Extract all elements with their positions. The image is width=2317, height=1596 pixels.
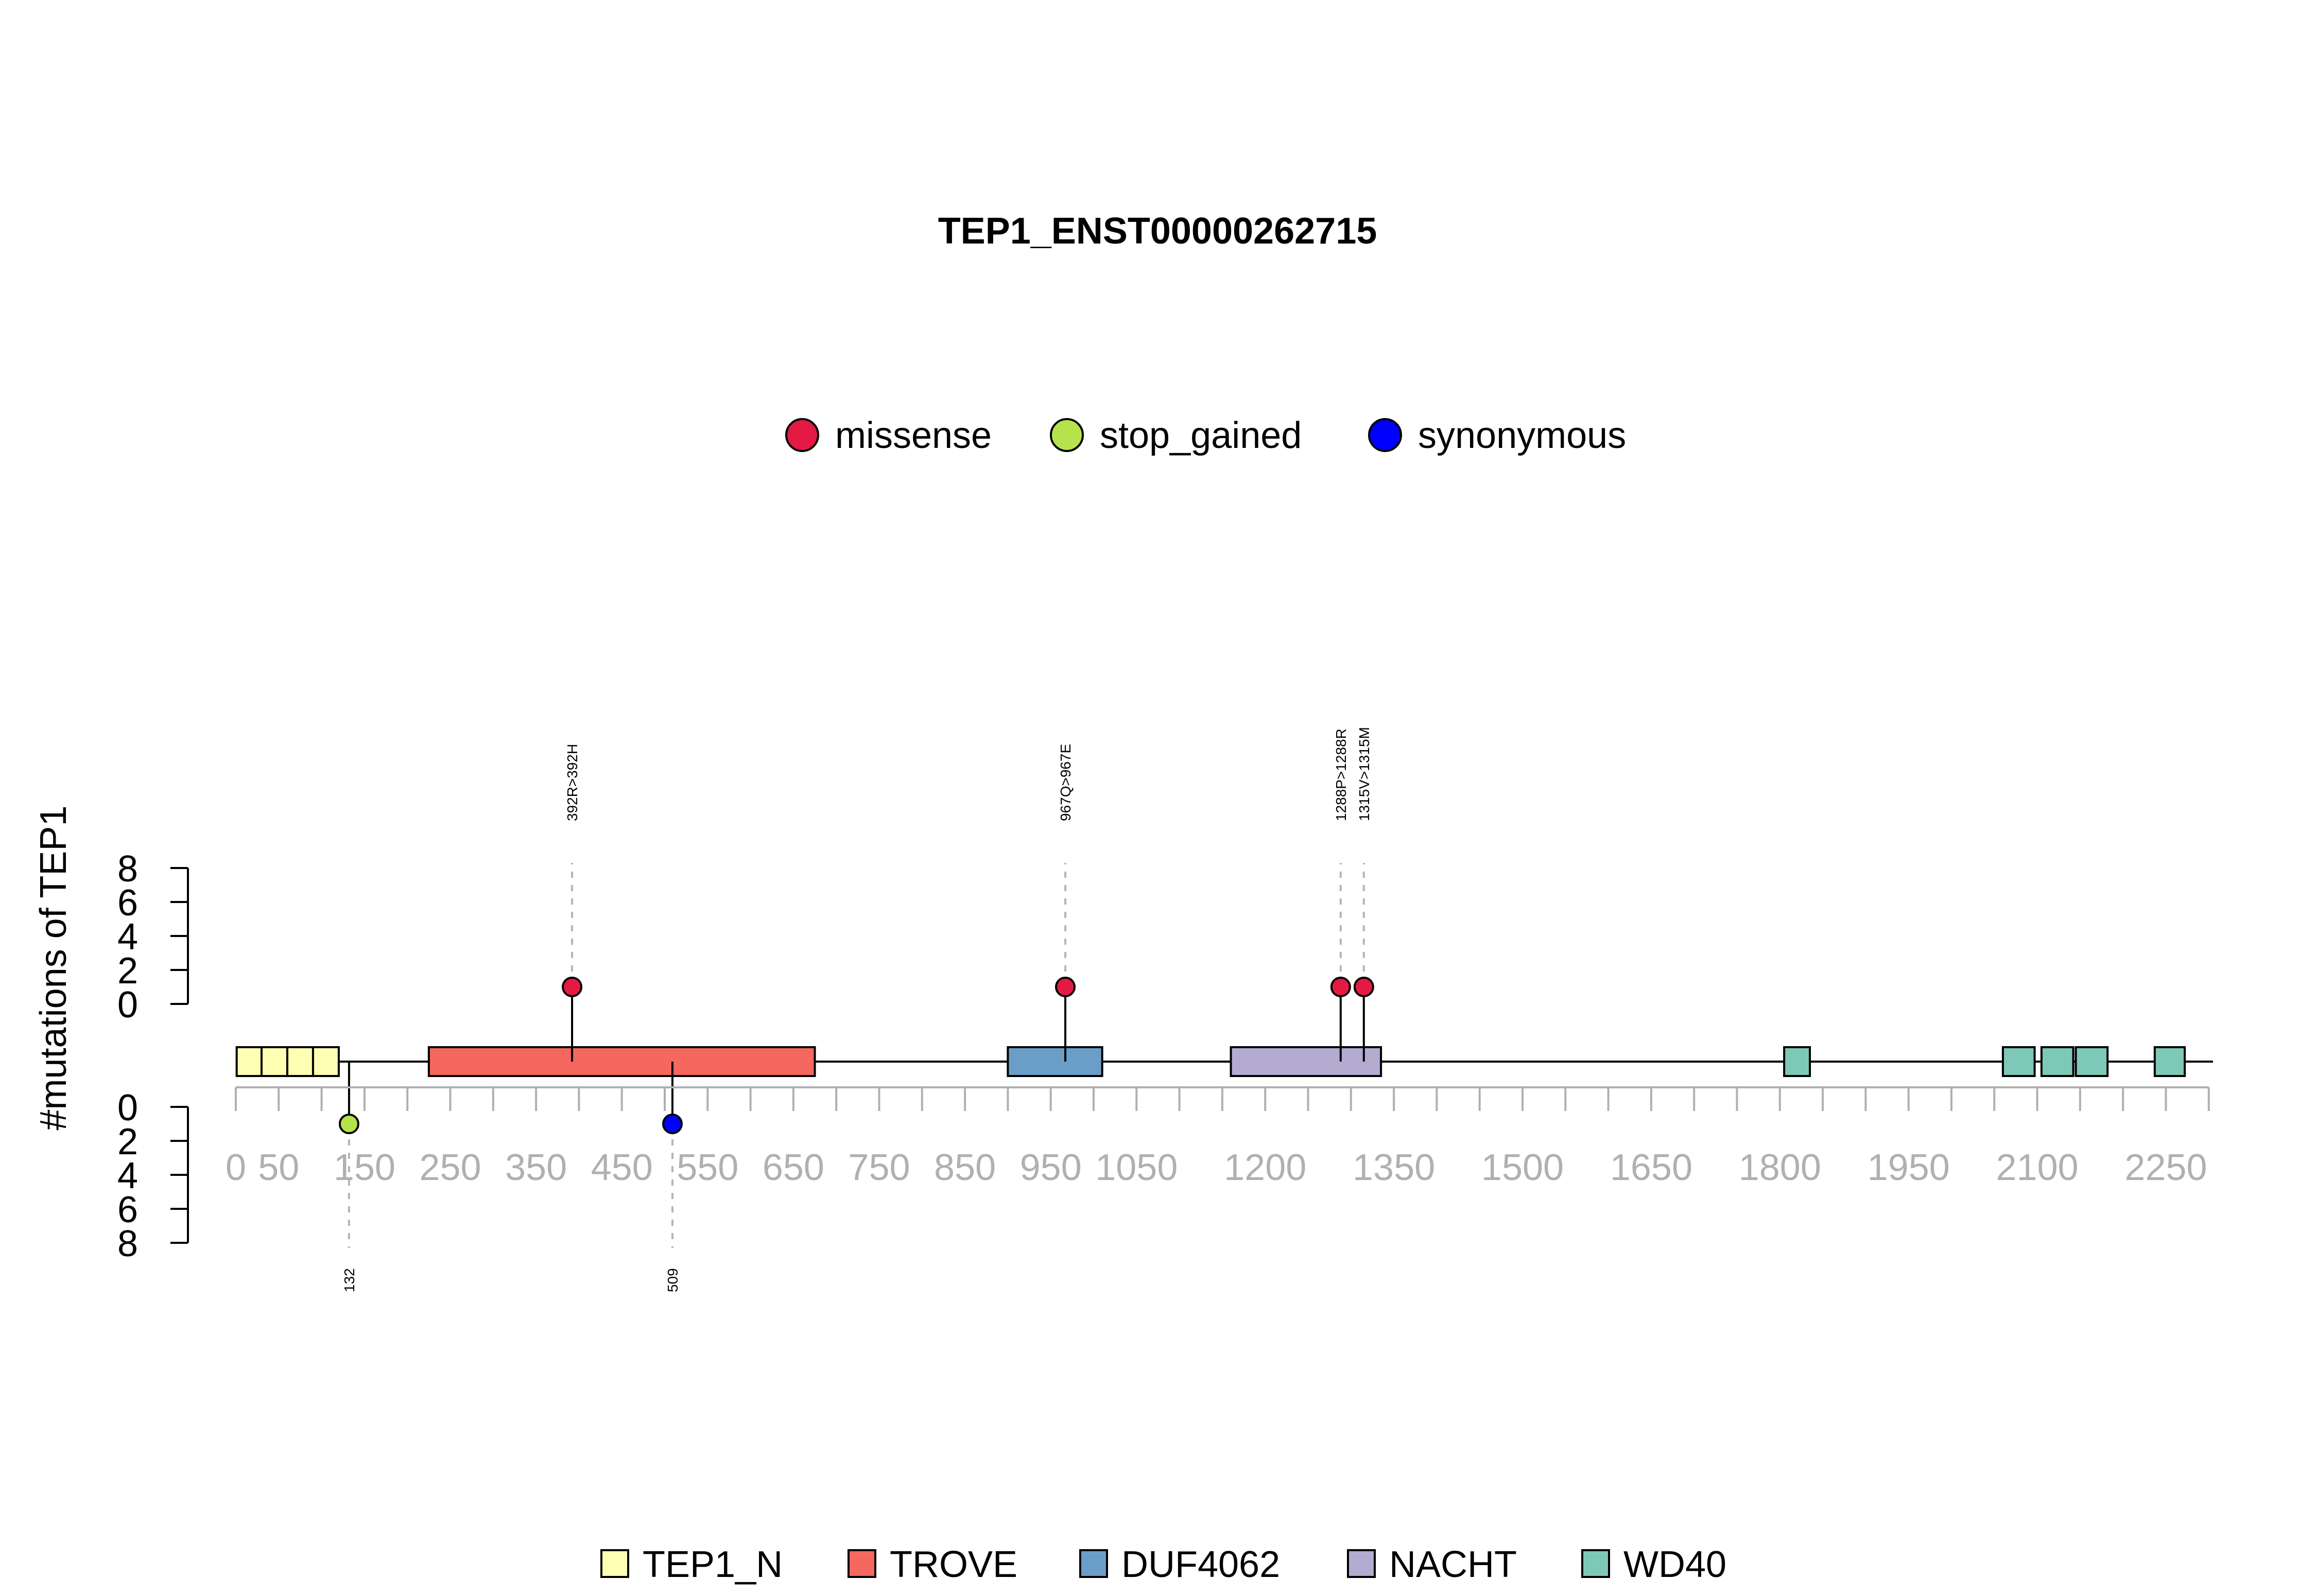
mutation-label: 1288P>1288R [1333, 728, 1349, 821]
x-tick-label: 450 [591, 1147, 653, 1188]
x-tick-label: 650 [763, 1147, 824, 1188]
domain-duf4062 [1007, 1046, 1103, 1077]
domain-wd40 [2153, 1046, 2186, 1077]
x-tick-label: 1650 [1610, 1147, 1692, 1188]
legend-label-nacht: NACHT [1389, 1544, 1517, 1585]
mutation-label: 509 [665, 1268, 681, 1292]
y-tick-label-bottom: 4 [117, 1155, 138, 1196]
legend-swatch-wd40 [1581, 1549, 1610, 1578]
legend-label-tep1-n: TEP1_N [643, 1544, 783, 1585]
legend-label-trove: TROVE [890, 1544, 1017, 1585]
mutation-label: 967Q>967E [1058, 744, 1074, 821]
y-tick-label-bottom: 6 [117, 1189, 138, 1230]
chart-title: TEP1_ENST00000262715 [938, 211, 1377, 252]
y-axis-label: #mutations of TEP1 [33, 805, 74, 1130]
x-tick-label: 0 [226, 1147, 246, 1188]
domain-wd40 [2074, 1046, 2109, 1077]
x-tick-label: 1950 [1868, 1147, 1950, 1188]
domain-legend: TEP1_N TROVE DUF4062 NACHT WD40 [600, 1544, 1726, 1585]
legend-swatch-trove [848, 1549, 876, 1578]
legend-label-duf4062: DUF4062 [1121, 1544, 1280, 1585]
mutation-point-missense [1330, 977, 1351, 997]
y-tick-label-top: 6 [117, 882, 138, 924]
x-tick-label: 250 [419, 1147, 481, 1188]
mutation-label: 132 [341, 1268, 357, 1292]
x-tick-label: 2250 [2124, 1147, 2207, 1188]
mutations-group: 392R>392H 967Q>967E 1288P>1288R 1315V>1315M… [338, 727, 1374, 1292]
mutation-point-missense [562, 977, 583, 997]
x-tick-label: 1050 [1095, 1147, 1178, 1188]
y-tick-label-top: 8 [117, 848, 138, 890]
y-tick-label-top: 0 [117, 984, 138, 1026]
y-tick-label-bottom: 0 [117, 1087, 138, 1129]
domain-trove [427, 1046, 816, 1077]
legend-dot-synonymous [1368, 418, 1402, 452]
legend-label-missense: missense [835, 415, 992, 456]
domain-wd40 [2001, 1046, 2036, 1077]
legend-dot-missense [785, 418, 819, 452]
x-tick-label: 1350 [1353, 1147, 1435, 1188]
mutation-point-missense [1353, 977, 1374, 997]
legend-label-stop-gained: stop_gained [1100, 415, 1302, 456]
legend-label-wd40: WD40 [1623, 1544, 1726, 1585]
mutation-label: 392R>392H [564, 744, 580, 821]
domain-nacht [1230, 1046, 1382, 1077]
x-tick-label: 850 [934, 1147, 996, 1188]
legend-swatch-tep1-n [600, 1549, 629, 1578]
y-tick-label-top: 2 [117, 950, 138, 992]
domain-wd40 [1783, 1046, 1811, 1077]
x-tick-label: 150 [334, 1147, 395, 1188]
legend-label-synonymous: synonymous [1418, 415, 1626, 456]
x-tick-label: 2100 [1996, 1147, 2079, 1188]
mutation-label: 1315V>1315M [1356, 727, 1372, 821]
x-axis: 0 50 150 250 350 450 550 650 750 850 950 1050 1200 13… [226, 1086, 2210, 1188]
mutation-point-missense [1055, 977, 1076, 997]
legend-dot-stop-gained [1050, 418, 1084, 452]
mutation-type-legend: missense stop_gained synonymous [785, 415, 1626, 456]
protein-domains [235, 1046, 2186, 1077]
x-tick-label: 50 [258, 1147, 299, 1188]
domain-tep1-n [235, 1046, 263, 1077]
y-tick-label-bottom: 8 [117, 1223, 138, 1264]
mutation-point-synonymous [662, 1114, 683, 1134]
legend-swatch-nacht [1347, 1549, 1376, 1578]
y-tick-label-top: 4 [117, 916, 138, 958]
x-tick-label: 950 [1020, 1147, 1082, 1188]
domain-tep1-n [260, 1046, 288, 1077]
x-tick-label: 1800 [1739, 1147, 1821, 1188]
y-tick-label-bottom: 2 [117, 1121, 138, 1163]
legend-swatch-duf4062 [1079, 1549, 1108, 1578]
x-tick-label: 350 [505, 1147, 567, 1188]
x-tick-label: 1200 [1224, 1147, 1306, 1188]
x-tick-label: 550 [677, 1147, 738, 1188]
x-tick-label: 1500 [1481, 1147, 1564, 1188]
domain-tep1-n [312, 1046, 340, 1077]
domain-wd40 [2040, 1046, 2074, 1077]
domain-tep1-n [286, 1046, 314, 1077]
mutation-point-stop-gained [338, 1114, 359, 1134]
x-tick-label: 750 [848, 1147, 910, 1188]
